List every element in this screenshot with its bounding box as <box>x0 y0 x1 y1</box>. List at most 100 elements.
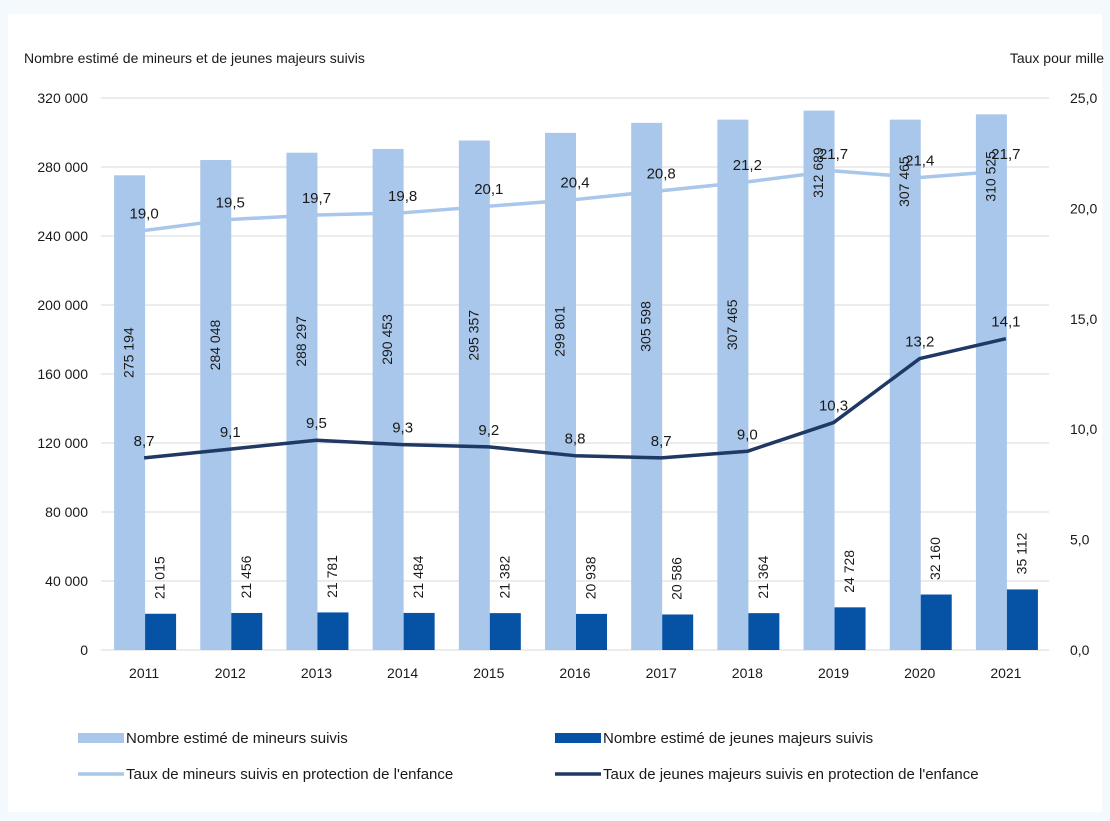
x-tick-label: 2019 <box>818 665 849 681</box>
bar-jeunes-majeurs <box>403 612 435 650</box>
x-tick-label: 2015 <box>473 665 504 681</box>
line-series-3 <box>143 336 1007 460</box>
line-value-label: 19,0 <box>129 205 158 222</box>
line-value-label: 9,5 <box>306 415 327 432</box>
left-tick-label: 160 000 <box>37 366 88 382</box>
left-tick-label: 200 000 <box>37 297 88 313</box>
left-tick-label: 120 000 <box>37 435 88 451</box>
bar-jeunes-majeurs <box>920 594 952 650</box>
bar-value-label: 21 382 <box>496 555 512 598</box>
line-value-label: 9,1 <box>220 424 241 441</box>
line-value-label: 13,2 <box>905 334 934 351</box>
bar-value-label: 21 364 <box>755 556 771 599</box>
data-labels: 275 194 284 048 288 297 290 453 295 357 299 8… <box>121 146 1030 600</box>
legend-swatch <box>78 733 124 743</box>
x-tick-label: 2013 <box>301 665 332 681</box>
line-value-label: 8,8 <box>565 431 586 448</box>
x-tick-label: 2011 <box>129 665 159 681</box>
line-value-label: 8,7 <box>134 433 155 450</box>
bar-mineurs <box>717 119 749 651</box>
right-tick-label: 15,0 <box>1070 311 1097 327</box>
bar-jeunes-majeurs <box>317 612 349 650</box>
line-value-label: 20,1 <box>474 181 503 198</box>
bar-mineurs <box>458 140 490 651</box>
bar-value-label: 305 598 <box>638 301 654 352</box>
bar-jeunes-majeurs <box>748 613 780 650</box>
x-tick-label: 2021 <box>990 665 1021 681</box>
legend-label: Nombre estimé de mineurs suivis <box>126 730 348 747</box>
bar-value-label: 307 465 <box>724 299 740 350</box>
legend-swatch <box>555 733 601 743</box>
line-value-label: 9,2 <box>478 422 499 439</box>
bar-value-label: 307 465 <box>896 156 912 207</box>
bar-jeunes-majeurs <box>576 613 607 650</box>
bar-mineurs <box>200 160 232 650</box>
line-value-label: 10,3 <box>819 398 848 415</box>
legend-label: Nombre estimé de jeunes majeurs suivis <box>603 730 873 747</box>
line-value-label: 21,7 <box>819 146 848 163</box>
line-series-2 <box>143 169 1007 233</box>
bar-value-label: 295 357 <box>465 310 481 361</box>
bar-value-label: 21 015 <box>152 556 168 599</box>
line-value-label: 9,3 <box>392 420 413 437</box>
bar-jeunes-majeurs <box>834 607 866 650</box>
right-tick-label: 10,0 <box>1070 421 1097 437</box>
bar-mineurs <box>286 152 318 650</box>
left-tick-label: 0 <box>80 642 88 658</box>
line-value-label: 19,7 <box>302 190 331 207</box>
bar-jeunes-majeurs <box>662 614 694 650</box>
x-tick-label: 2017 <box>646 665 677 681</box>
left-axis-label: Nombre estimé de mineurs et de jeunes ma… <box>24 50 365 66</box>
bar-mineurs <box>803 110 835 651</box>
bar-value-label: 290 453 <box>379 314 395 365</box>
bar-value-label: 284 048 <box>207 319 223 370</box>
bar-value-label: 21 484 <box>410 555 426 598</box>
x-tick-label: 2020 <box>904 665 935 681</box>
x-tick-label: 2014 <box>387 665 418 681</box>
bar-jeunes-majeurs <box>1006 589 1038 650</box>
left-tick-label: 280 000 <box>37 159 88 175</box>
bar-jeunes-majeurs <box>145 613 177 650</box>
left-tick-label: 40 000 <box>45 573 88 589</box>
line-value-label: 9,0 <box>737 426 758 443</box>
line-value-label: 21,4 <box>905 152 934 169</box>
x-tick-label: 2012 <box>215 665 246 681</box>
bar-mineurs <box>545 132 576 651</box>
bar-value-label: 32 160 <box>927 537 943 580</box>
bar-value-label: 24 728 <box>841 550 857 593</box>
line-value-label: 21,2 <box>733 157 762 174</box>
line-value-label: 20,4 <box>560 175 589 192</box>
bar-value-label: 288 297 <box>293 316 309 367</box>
bar-jeunes-majeurs <box>489 613 521 650</box>
lines <box>143 169 1007 460</box>
bar-value-label: 21 781 <box>324 555 340 598</box>
bar-value-label: 310 525 <box>982 151 998 202</box>
line-value-label: 14,1 <box>991 314 1020 331</box>
line-value-label: 20,8 <box>647 166 676 183</box>
line-value-label: 8,7 <box>651 433 672 450</box>
right-axis-label: Taux pour mille <box>1010 50 1104 66</box>
right-tick-label: 20,0 <box>1070 200 1097 216</box>
bar-value-label: 299 801 <box>552 306 568 357</box>
bar-mineurs <box>889 119 921 651</box>
bar-mineurs <box>372 148 404 651</box>
bar-value-label: 312 689 <box>810 147 826 198</box>
bar-mineurs <box>975 114 1007 651</box>
legend-label: Taux de mineurs suivis en protection de … <box>126 766 453 783</box>
bars <box>114 110 1038 651</box>
right-tick-label: 0,0 <box>1070 642 1090 658</box>
bar-value-label: 20 938 <box>583 556 599 599</box>
legend-label: Taux de jeunes majeurs suivis en protect… <box>603 766 979 783</box>
bar-value-label: 20 586 <box>669 557 685 600</box>
right-tick-label: 25,0 <box>1070 90 1097 106</box>
left-tick-label: 80 000 <box>45 504 88 520</box>
bar-value-label: 21 456 <box>238 555 254 598</box>
left-tick-label: 320 000 <box>37 90 88 106</box>
legend: Nombre estimé de mineurs suivis Nombre es… <box>78 730 979 783</box>
bar-mineurs <box>631 122 663 651</box>
right-tick-label: 5,0 <box>1070 532 1090 548</box>
bar-value-label: 275 194 <box>121 327 137 378</box>
bar-jeunes-majeurs <box>231 612 263 650</box>
axes: 0 40 000 80 000 120 000 160 000 200 000 240 00… <box>37 90 1097 681</box>
